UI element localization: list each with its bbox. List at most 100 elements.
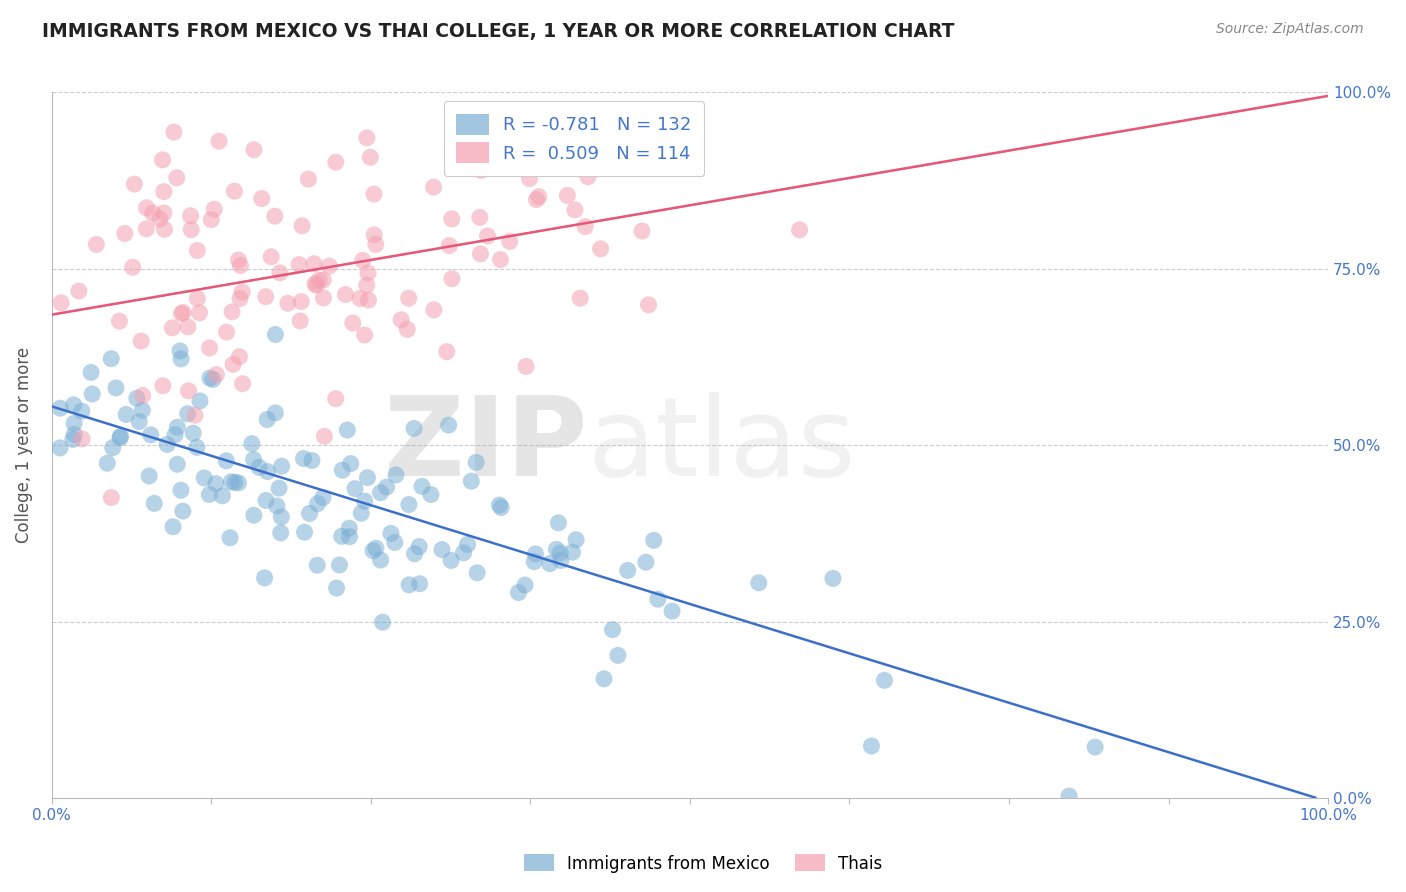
Point: [188, 393, 211, 408]
Point: [170, 483, 193, 498]
Point: [453, 546, 475, 560]
Point: [385, 467, 408, 482]
Point: [593, 672, 616, 686]
Point: [661, 604, 683, 618]
Point: [748, 575, 770, 590]
Point: [561, 545, 583, 559]
Point: [489, 500, 512, 515]
Point: [180, 222, 202, 236]
Point: [477, 229, 499, 244]
Point: [370, 553, 392, 567]
Point: [339, 530, 361, 544]
Point: [546, 542, 568, 557]
Point: [389, 312, 412, 326]
Point: [408, 540, 430, 554]
Point: [325, 392, 347, 406]
Point: [240, 436, 263, 450]
Point: [499, 235, 522, 249]
Point: [193, 471, 215, 485]
Point: [359, 150, 381, 164]
Point: [436, 344, 458, 359]
Point: [789, 223, 811, 237]
Point: [314, 429, 336, 443]
Text: Source: ZipAtlas.com: Source: ZipAtlas.com: [1216, 22, 1364, 37]
Point: [121, 260, 143, 275]
Point: [166, 420, 188, 434]
Point: [267, 481, 290, 495]
Point: [100, 491, 122, 505]
Point: [229, 259, 252, 273]
Point: [325, 155, 347, 169]
Point: [153, 222, 176, 236]
Point: [440, 553, 463, 567]
Point: [479, 134, 502, 148]
Point: [135, 222, 157, 236]
Point: [342, 316, 364, 330]
Point: [440, 271, 463, 285]
Point: [357, 266, 380, 280]
Point: [288, 258, 311, 272]
Point: [131, 388, 153, 402]
Point: [228, 350, 250, 364]
Text: atlas: atlas: [588, 392, 856, 499]
Point: [356, 278, 378, 293]
Point: [363, 187, 385, 202]
Point: [200, 212, 222, 227]
Point: [312, 291, 335, 305]
Point: [440, 211, 463, 226]
Point: [439, 238, 461, 252]
Point: [565, 533, 588, 547]
Point: [547, 516, 569, 530]
Point: [523, 555, 546, 569]
Point: [298, 507, 321, 521]
Point: [115, 408, 138, 422]
Point: [318, 259, 340, 273]
Point: [243, 143, 266, 157]
Point: [423, 302, 446, 317]
Point: [264, 327, 287, 342]
Point: [548, 546, 571, 560]
Point: [198, 371, 221, 385]
Point: [184, 409, 207, 423]
Point: [550, 553, 572, 567]
Point: [256, 412, 278, 426]
Point: [139, 428, 162, 442]
Legend: R = -0.781   N = 132, R =  0.509   N = 114: R = -0.781 N = 132, R = 0.509 N = 114: [444, 102, 704, 176]
Point: [80, 365, 103, 379]
Point: [304, 277, 326, 291]
Point: [232, 376, 254, 391]
Point: [302, 257, 325, 271]
Text: ZIP: ZIP: [384, 392, 588, 499]
Point: [422, 180, 444, 194]
Point: [166, 458, 188, 472]
Point: [596, 155, 619, 169]
Point: [142, 206, 165, 220]
Point: [457, 537, 479, 551]
Point: [188, 306, 211, 320]
Point: [305, 278, 328, 293]
Point: [465, 566, 488, 580]
Point: [215, 325, 238, 339]
Point: [176, 407, 198, 421]
Point: [363, 227, 385, 242]
Point: [488, 498, 510, 512]
Point: [186, 292, 208, 306]
Point: [515, 359, 537, 374]
Point: [202, 202, 225, 217]
Point: [49, 401, 72, 416]
Point: [430, 542, 453, 557]
Point: [264, 406, 287, 420]
Point: [361, 543, 384, 558]
Point: [576, 169, 599, 184]
Point: [82, 387, 104, 401]
Point: [288, 314, 311, 328]
Point: [339, 457, 361, 471]
Point: [465, 455, 488, 469]
Point: [260, 250, 283, 264]
Point: [169, 343, 191, 358]
Point: [647, 592, 669, 607]
Point: [398, 291, 420, 305]
Point: [297, 172, 319, 186]
Point: [277, 296, 299, 310]
Point: [574, 219, 596, 234]
